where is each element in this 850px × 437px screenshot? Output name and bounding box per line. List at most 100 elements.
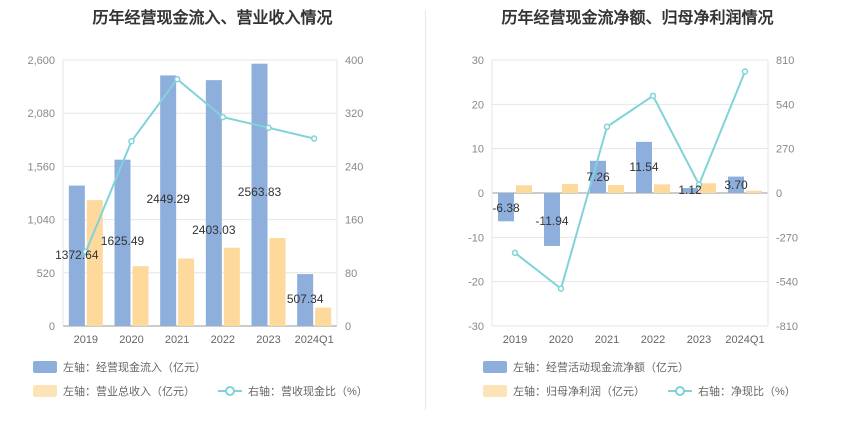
x-tick-label: 2024Q1: [725, 334, 764, 346]
legend-label: 左轴：经营现金流入（亿元）: [63, 362, 206, 374]
data-label: 3.70: [724, 178, 748, 192]
y-tick-right: 320: [345, 108, 363, 120]
data-label: 1372.64: [55, 248, 99, 262]
bar: [608, 185, 624, 193]
y-tick-right: 160: [345, 215, 363, 227]
legend-swatch-blue: [33, 361, 57, 373]
legend-swatch-blue: [483, 361, 507, 373]
bar: [590, 160, 606, 193]
chart-title: 历年经营现金流净额、归母净利润情况: [501, 10, 774, 27]
y-tick-left: 2,600: [27, 55, 55, 67]
bar: [160, 75, 177, 326]
line-point: [557, 285, 565, 292]
legend-label: 右轴：净现比（%）: [698, 386, 796, 398]
line-point: [128, 137, 135, 145]
line-point: [511, 249, 519, 257]
line-point: [695, 181, 703, 188]
bar: [114, 159, 131, 326]
data-label: 2403.03: [192, 223, 236, 237]
bar: [269, 238, 286, 326]
y-tick-left: -30: [468, 321, 484, 333]
y-tick-left: 2,080: [27, 108, 55, 120]
x-tick-label: 2022: [641, 334, 665, 346]
chart-canvas: 0 520 1,040 1,560 2,080 2,600 0 80 160 240 320 400 2…: [27, 55, 363, 346]
data-label: 507.34: [287, 292, 324, 306]
y-tick-right: 0: [345, 321, 351, 333]
line-point: [173, 75, 181, 83]
y-tick-left: -10: [468, 232, 484, 244]
bar: [297, 274, 314, 326]
data-label: 1.12: [678, 183, 702, 197]
x-tick-label: 2020: [119, 334, 143, 346]
line-point: [741, 68, 749, 75]
line-point: [265, 124, 272, 132]
legend-line-marker-icon: [668, 385, 692, 397]
line-point: [310, 135, 318, 142]
y-tick-left: 1,560: [27, 161, 55, 173]
data-label: 11.54: [629, 160, 658, 174]
data-label: 2563.83: [238, 185, 282, 199]
line-point: [82, 248, 90, 256]
data-label: -11.94: [535, 214, 568, 228]
y-tick-left: 0: [478, 188, 484, 200]
panel-divider: [425, 10, 426, 410]
line-point: [649, 92, 657, 100]
y-tick-right: 80: [345, 268, 357, 280]
legend-item-bar2[interactable]: 左轴：归母净利润（亿元）: [483, 383, 645, 399]
x-tick-label: 2024Q1: [295, 334, 334, 346]
y-tick-right: -810: [776, 321, 798, 333]
legend-label: 左轴：营业总收入（亿元）: [63, 386, 195, 398]
y-tick-right: -270: [776, 232, 798, 244]
legend-item-bar2[interactable]: 左轴：营业总收入（亿元）: [33, 383, 195, 399]
bar: [132, 266, 149, 326]
x-tick-label: 2021: [595, 334, 619, 346]
bar: [86, 200, 103, 326]
line-point: [219, 113, 227, 121]
y-tick-left: -20: [468, 277, 484, 289]
y-tick-right: 810: [776, 55, 794, 67]
bar: [544, 193, 560, 246]
y-tick-left: 20: [472, 99, 484, 111]
bar: [636, 141, 652, 193]
x-tick-label: 2023: [256, 334, 280, 346]
bar: [516, 185, 532, 193]
data-label: 2449.29: [146, 192, 190, 206]
legend-item-line[interactable]: 右轴：净现比（%）: [668, 383, 796, 399]
chart-panel-cash-inflow-revenue: 历年经营现金流入、营业收入情况 0 520 1,040 1,560 2,080 2,600…: [27, 10, 368, 399]
bar: [562, 183, 578, 193]
bar: [68, 185, 85, 326]
y-tick-left: 10: [472, 144, 484, 156]
data-label: 7.26: [586, 170, 610, 184]
bar: [251, 63, 268, 326]
y-tick-left: 520: [37, 268, 55, 280]
legend-line-marker-icon: [218, 385, 242, 397]
bar: [178, 258, 195, 326]
legend-label: 右轴：营收现金比（%）: [248, 386, 368, 398]
data-label: 1625.49: [101, 234, 145, 248]
bar: [315, 307, 332, 326]
bar: [728, 176, 744, 193]
chart-panel-net-cash-profit: 历年经营现金流净额、归母净利润情况 -30 -20 -10 0 10 20 30 -810 -5…: [425, 0, 850, 437]
y-tick-right: 400: [345, 55, 363, 67]
y-tick-right: 270: [776, 144, 794, 156]
series-line: [84, 77, 315, 253]
legend-swatch-yellow: [33, 385, 57, 397]
legend-item-bar1[interactable]: 左轴：经营活动现金流净额（亿元）: [483, 359, 689, 375]
y-tick-right: 0: [776, 188, 782, 200]
x-tick-label: 2020: [549, 334, 573, 346]
legend-swatch-yellow: [483, 385, 507, 397]
bar: [498, 193, 514, 222]
bar: [700, 183, 716, 193]
bar: [223, 247, 240, 326]
x-tick-label: 2022: [211, 334, 235, 346]
legend-item-bar1[interactable]: 左轴：经营现金流入（亿元）: [33, 359, 206, 375]
data-label: -6.38: [492, 201, 520, 215]
legend-label: 左轴：归母净利润（亿元）: [513, 386, 645, 398]
y-tick-left: 30: [472, 55, 484, 67]
x-tick-label: 2021: [165, 334, 189, 346]
legend-item-line[interactable]: 右轴：营收现金比（%）: [218, 383, 368, 399]
bar: [682, 188, 698, 193]
line-point: [603, 123, 611, 131]
bar: [205, 80, 222, 326]
y-tick-left: 0: [49, 321, 55, 333]
